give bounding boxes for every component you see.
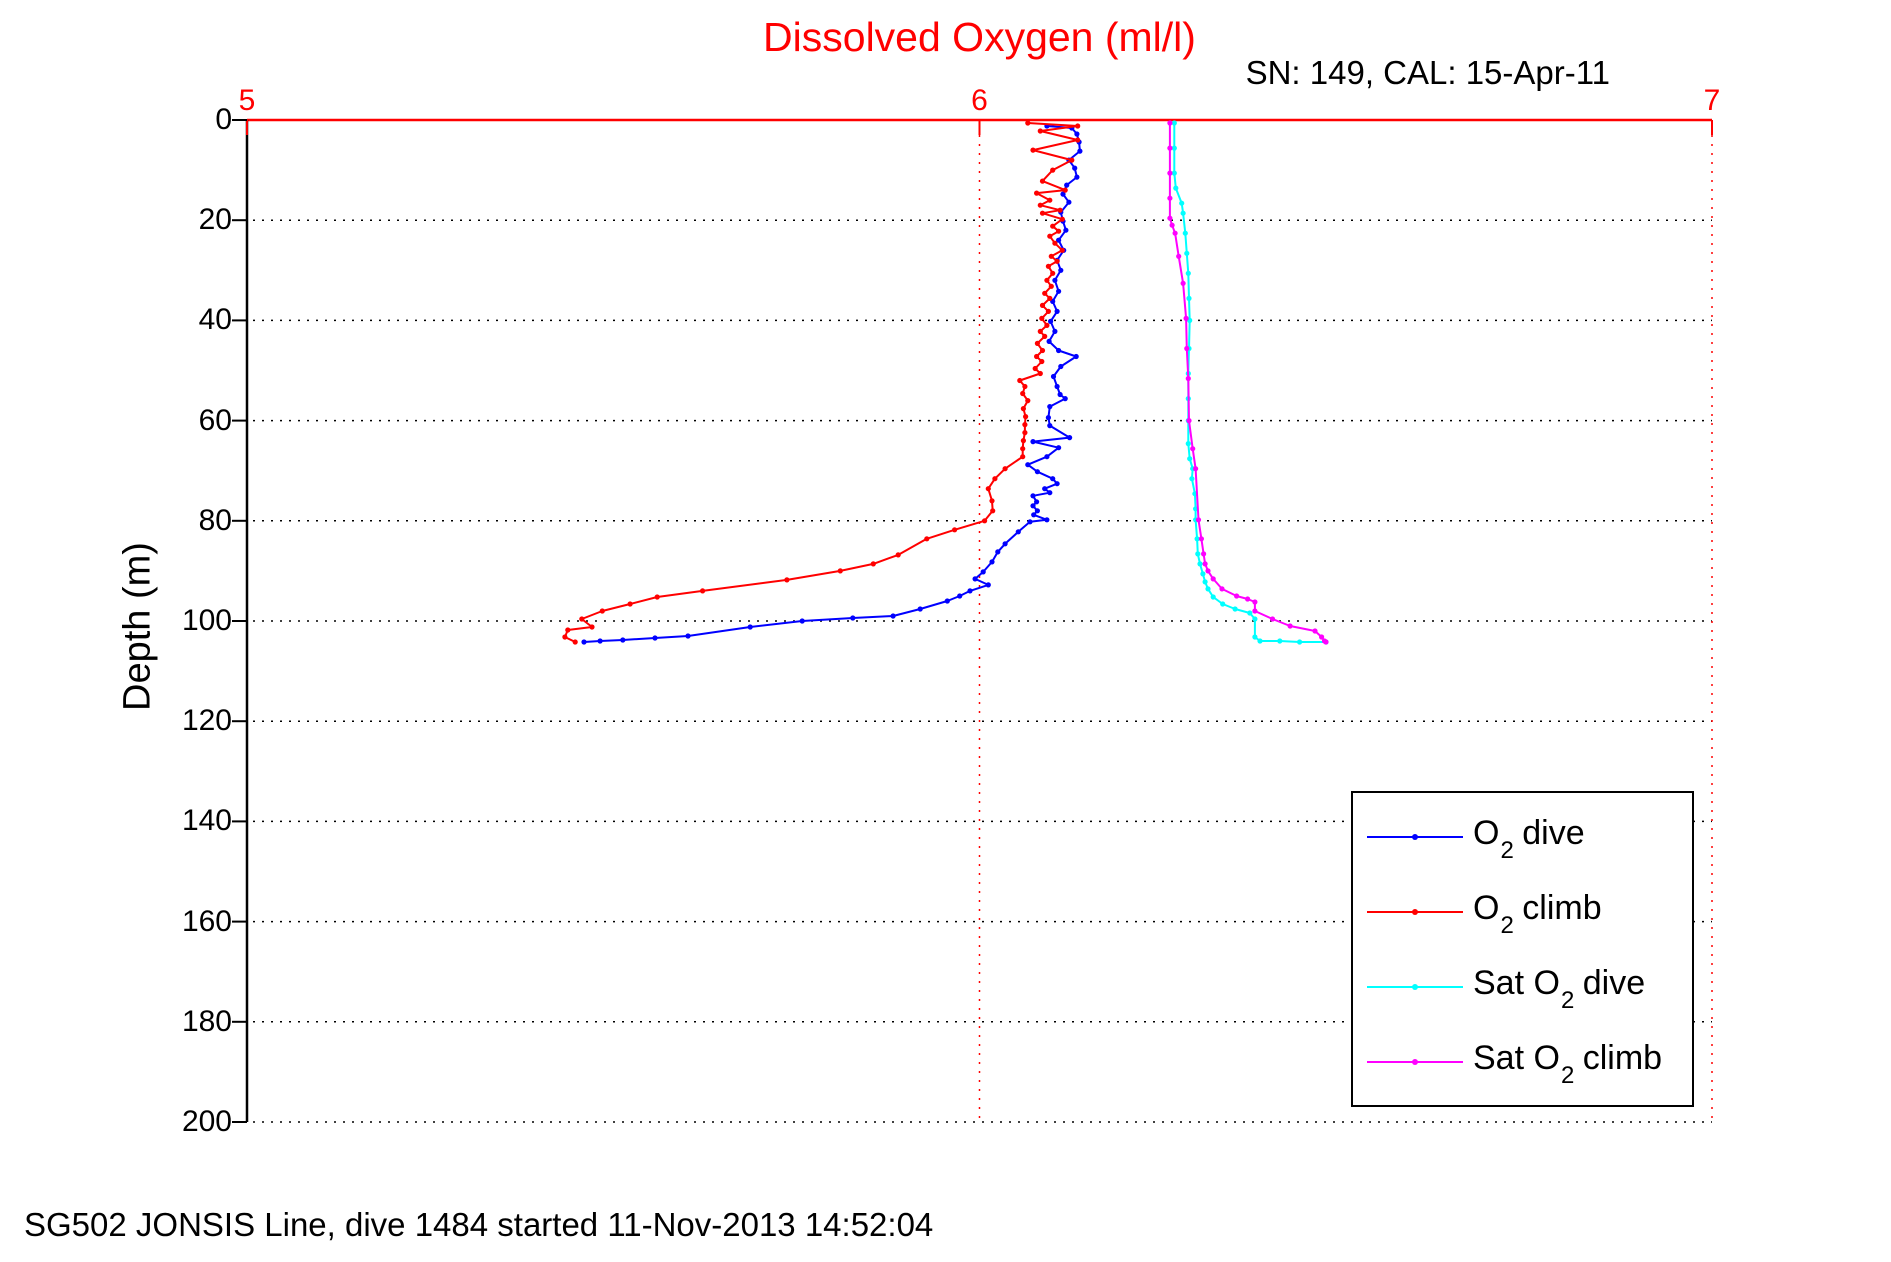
y-tick-label: 100 <box>181 604 232 637</box>
legend: O2 dive O2 climb Sat O2 dive Sat O2 clim… <box>1351 791 1694 1107</box>
y-tick-label: 200 <box>181 1105 232 1138</box>
legend-item-sat-o2-climb: Sat O2 climb <box>1353 1025 1692 1099</box>
x-tick-label: 6 <box>971 84 988 117</box>
footer-annotation: SG502 JONSIS Line, dive 1484 started 11-… <box>24 1206 934 1243</box>
y-tick-label: 0 <box>215 103 232 136</box>
chart-subtitle: SN: 149, CAL: 15-Apr-11 <box>1245 54 1610 91</box>
y-tick-label: 60 <box>198 403 232 437</box>
x-tick-label: 5 <box>238 84 256 117</box>
y-tick-label: 140 <box>181 804 232 838</box>
legend-item-o2-climb: O2 climb <box>1353 875 1692 949</box>
legend-label: O2 dive <box>1473 814 1585 864</box>
y-tick-label: 180 <box>181 1004 232 1038</box>
y-tick-label: 120 <box>181 704 232 738</box>
legend-line-sample-o2-dive <box>1367 833 1463 840</box>
x-tick-label: 7 <box>1703 84 1721 117</box>
legend-line-sample-sat-o2-climb <box>1367 1058 1463 1065</box>
y-tick-label: 80 <box>198 503 232 537</box>
chart-title: Dissolved Oxygen (ml/l) <box>763 14 1196 60</box>
y-tick-label: 160 <box>181 904 232 938</box>
legend-label: O2 climb <box>1473 889 1602 939</box>
legend-item-sat-o2-dive: Sat O2 dive <box>1353 950 1692 1024</box>
legend-label: Sat O2 dive <box>1473 964 1646 1014</box>
legend-line-sample-sat-o2-dive <box>1367 983 1463 990</box>
y-tick-label: 20 <box>198 203 232 237</box>
legend-label: Sat O2 climb <box>1473 1039 1663 1089</box>
legend-line-sample-o2-climb <box>1367 908 1463 915</box>
legend-item-o2-dive: O2 dive <box>1353 800 1692 874</box>
y-tick-label: 40 <box>198 303 232 337</box>
